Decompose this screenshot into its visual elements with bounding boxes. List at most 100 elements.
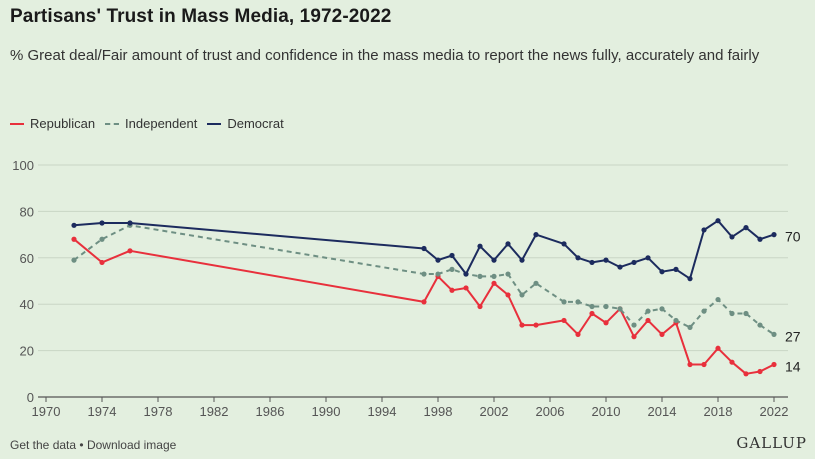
legend-item-democrat[interactable]: Democrat (207, 116, 284, 131)
grid-lines (38, 164, 788, 402)
data-point-republican-2020[interactable] (743, 371, 749, 377)
data-point-republican-1976[interactable] (127, 248, 133, 254)
data-point-republican-1974[interactable] (99, 259, 105, 266)
data-point-republican-2007[interactable] (561, 317, 567, 324)
data-point-republican-2018[interactable] (715, 345, 721, 351)
data-point-republican-1997[interactable] (421, 299, 427, 305)
get-the-data-link[interactable]: Get the data (10, 438, 77, 452)
data-point-democrat-2012[interactable] (631, 259, 637, 266)
data-point-republican-2013[interactable] (645, 317, 651, 324)
data-point-democrat-2009[interactable] (589, 259, 595, 266)
data-point-republican-2019[interactable] (729, 359, 735, 365)
data-point-republican-2003[interactable] (505, 292, 511, 298)
data-point-independent-2001[interactable] (477, 273, 483, 279)
x-tick-label-1978: 1978 (144, 404, 173, 419)
data-point-democrat-2021[interactable] (757, 236, 763, 242)
gallup-logo: GALLUP (736, 434, 807, 452)
legend-swatch-republican (10, 122, 24, 125)
data-point-independent-1998[interactable] (435, 271, 441, 277)
data-point-democrat-2000[interactable] (463, 271, 469, 277)
data-point-democrat-1997[interactable] (421, 245, 427, 252)
data-point-democrat-2010[interactable] (603, 257, 609, 263)
data-point-democrat-1974[interactable] (99, 220, 105, 226)
data-point-independent-2021[interactable] (757, 322, 763, 328)
data-point-independent-2013[interactable] (645, 308, 651, 314)
data-point-republican-2012[interactable] (631, 334, 637, 340)
data-point-republican-2010[interactable] (603, 320, 609, 326)
legend-item-republican[interactable]: Republican (10, 116, 95, 131)
data-point-democrat-2019[interactable] (729, 234, 735, 240)
data-point-independent-2018[interactable] (715, 296, 721, 303)
data-point-independent-2005[interactable] (533, 280, 539, 286)
data-point-republican-1999[interactable] (449, 287, 455, 293)
data-point-democrat-2014[interactable] (659, 269, 665, 275)
data-point-democrat-2007[interactable] (561, 241, 567, 247)
end-label-democrat: 70 (785, 229, 801, 245)
data-point-independent-1997[interactable] (421, 271, 427, 277)
data-point-independent-2014[interactable] (659, 306, 665, 312)
download-image-link[interactable]: Download image (86, 438, 177, 452)
data-point-independent-2011[interactable] (617, 306, 623, 312)
data-point-republican-2005[interactable] (533, 322, 539, 328)
data-point-democrat-2003[interactable] (505, 241, 511, 247)
data-point-republican-2004[interactable] (519, 322, 525, 328)
data-point-democrat-2004[interactable] (519, 257, 525, 263)
data-point-independent-2010[interactable] (603, 303, 609, 310)
data-point-independent-2004[interactable] (519, 292, 525, 298)
data-point-republican-2008[interactable] (575, 331, 581, 337)
data-point-independent-2022[interactable] (771, 331, 777, 337)
data-point-republican-2000[interactable] (463, 285, 469, 291)
data-point-republican-2002[interactable] (491, 280, 497, 286)
data-point-democrat-1998[interactable] (435, 257, 441, 263)
data-point-independent-1974[interactable] (99, 236, 105, 242)
x-tick-label-2006: 2006 (536, 404, 565, 419)
data-point-democrat-2013[interactable] (645, 255, 651, 261)
data-point-independent-2019[interactable] (729, 310, 735, 317)
data-point-independent-2016[interactable] (687, 324, 693, 330)
data-point-independent-2002[interactable] (491, 273, 497, 279)
data-point-republican-2016[interactable] (687, 361, 693, 368)
end-label-independent: 27 (785, 328, 801, 344)
data-point-republican-1972[interactable] (71, 236, 77, 242)
data-point-republican-2021[interactable] (757, 368, 763, 375)
data-point-democrat-1972[interactable] (71, 222, 77, 228)
data-point-independent-2003[interactable] (505, 271, 511, 277)
y-tick-label-100: 100 (12, 158, 34, 173)
data-point-republican-2001[interactable] (477, 303, 483, 310)
chart-subtitle: % Great deal/Fair amount of trust and co… (10, 47, 760, 64)
data-point-independent-2007[interactable] (561, 299, 567, 305)
data-point-democrat-2008[interactable] (575, 255, 581, 261)
data-point-democrat-1976[interactable] (127, 220, 133, 226)
data-point-independent-1972[interactable] (71, 257, 77, 263)
legend-swatch-independent (105, 122, 120, 125)
data-point-democrat-2020[interactable] (743, 225, 749, 231)
data-point-democrat-2018[interactable] (715, 218, 721, 224)
data-point-republican-2017[interactable] (701, 361, 707, 368)
legend-item-independent[interactable]: Independent (105, 116, 197, 131)
x-tick-label-1974: 1974 (88, 404, 117, 419)
y-tick-label-0: 0 (27, 390, 34, 405)
data-point-independent-1999[interactable] (449, 266, 455, 272)
data-point-democrat-2002[interactable] (491, 257, 497, 263)
data-point-republican-2014[interactable] (659, 331, 665, 337)
data-point-democrat-2011[interactable] (617, 264, 623, 270)
data-point-republican-2009[interactable] (589, 310, 595, 317)
x-tick-label-1970: 1970 (32, 404, 61, 419)
data-point-democrat-2017[interactable] (701, 227, 707, 233)
data-point-independent-2008[interactable] (575, 299, 581, 305)
data-point-democrat-1999[interactable] (449, 252, 455, 259)
data-point-independent-2015[interactable] (673, 317, 679, 324)
data-point-democrat-2001[interactable] (477, 243, 483, 249)
data-point-independent-2017[interactable] (701, 308, 707, 314)
series-line-democrat (73, 219, 775, 280)
legend-label-republican: Republican (30, 116, 96, 131)
x-axis-tick-labels: 1970 1974 1978 1982 1986 1990 1994 1998 2002 2006… (32, 404, 789, 419)
data-point-independent-2009[interactable] (589, 303, 595, 310)
data-point-democrat-2022[interactable] (771, 232, 777, 238)
data-point-independent-2012[interactable] (631, 322, 637, 328)
data-point-democrat-2005[interactable] (533, 232, 539, 238)
data-point-independent-2020[interactable] (743, 310, 749, 317)
data-point-republican-2022[interactable] (771, 361, 777, 368)
data-point-democrat-2016[interactable] (687, 276, 693, 282)
data-point-democrat-2015[interactable] (673, 266, 679, 272)
